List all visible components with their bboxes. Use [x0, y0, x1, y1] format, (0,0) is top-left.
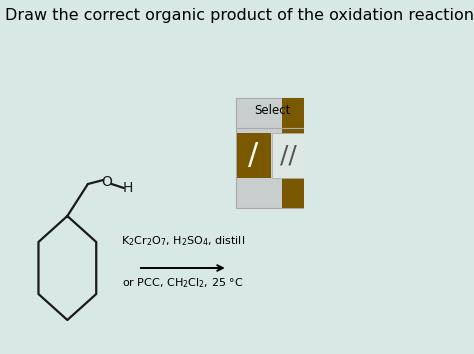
Text: or PCC, CH$_2$Cl$_2$, 25 °C: or PCC, CH$_2$Cl$_2$, 25 °C: [122, 276, 244, 290]
Bar: [282, 98, 304, 208]
Text: K$_2$Cr$_2$O$_7$, H$_2$SO$_4$, distill: K$_2$Cr$_2$O$_7$, H$_2$SO$_4$, distill: [121, 234, 245, 248]
Text: Draw the correct organic product of the oxidation reaction shown:: Draw the correct organic product of the …: [5, 8, 474, 23]
Text: O: O: [102, 175, 112, 189]
Bar: [237, 133, 271, 178]
Bar: [236, 98, 304, 208]
Text: //: //: [280, 143, 297, 167]
Text: /: /: [248, 141, 258, 170]
Text: H: H: [122, 181, 133, 195]
Text: Select: Select: [254, 104, 291, 117]
Bar: [272, 133, 305, 178]
